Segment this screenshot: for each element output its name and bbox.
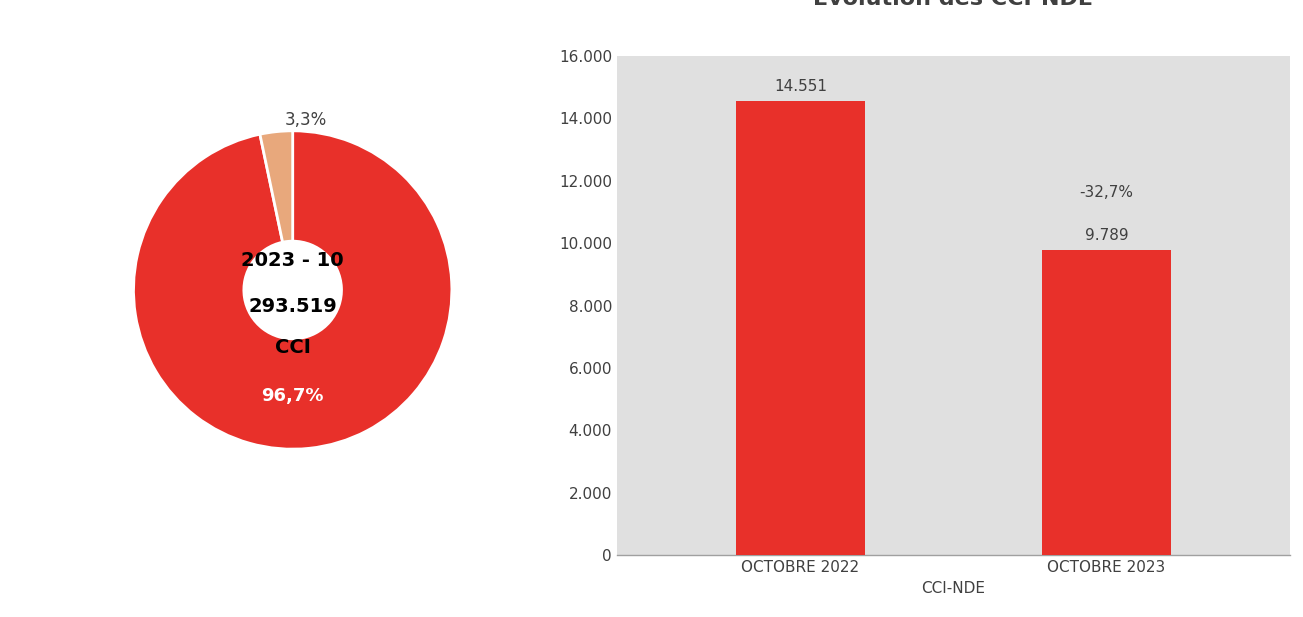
Bar bbox=[616, 493, 1290, 555]
Bar bbox=[616, 243, 1290, 305]
Text: -32,7%: -32,7% bbox=[1079, 185, 1134, 200]
Title: Evolution des CCI-NDE: Evolution des CCI-NDE bbox=[813, 0, 1093, 9]
Wedge shape bbox=[133, 131, 452, 449]
Bar bbox=[616, 431, 1290, 493]
Bar bbox=[736, 101, 865, 555]
Text: CCI: CCI bbox=[275, 337, 310, 357]
Bar bbox=[616, 368, 1290, 431]
Text: 3,3%: 3,3% bbox=[284, 111, 327, 129]
Bar bbox=[1042, 250, 1170, 555]
Bar bbox=[616, 118, 1290, 181]
Text: 293.519: 293.519 bbox=[249, 297, 337, 317]
Wedge shape bbox=[259, 131, 293, 242]
Text: 2023 - 10: 2023 - 10 bbox=[241, 251, 344, 270]
X-axis label: CCI-NDE: CCI-NDE bbox=[921, 581, 985, 596]
Bar bbox=[616, 181, 1290, 243]
Text: 14.551: 14.551 bbox=[774, 79, 827, 94]
Text: 96,7%: 96,7% bbox=[262, 387, 324, 405]
Bar bbox=[616, 305, 1290, 368]
Bar bbox=[616, 56, 1290, 118]
Text: 9.789: 9.789 bbox=[1084, 228, 1128, 243]
